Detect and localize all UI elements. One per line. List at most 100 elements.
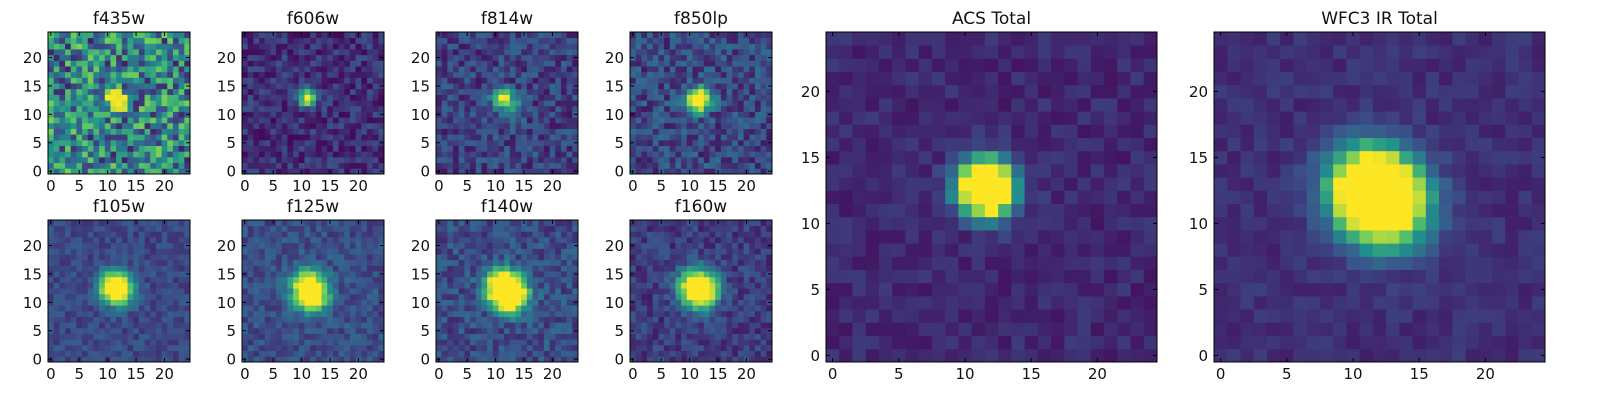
heatmap-pixel (669, 282, 676, 289)
heatmap-pixel (104, 344, 111, 352)
heatmap-pixel (172, 43, 180, 50)
x-tick-label: 5 (268, 177, 278, 195)
heatmap-pixel (270, 151, 277, 158)
heatmap-pixel (572, 333, 579, 340)
heatmap-pixel (361, 231, 368, 238)
heatmap-pixel (276, 66, 283, 73)
heatmap-pixel (664, 162, 671, 169)
heatmap-pixel (515, 54, 522, 61)
heatmap-pixel (264, 327, 271, 334)
heatmap-pixel (87, 237, 94, 244)
heatmap-pixel (641, 77, 648, 84)
heatmap-pixel (675, 288, 682, 295)
heatmap-pixel (110, 265, 117, 272)
heatmap-pixel (259, 54, 266, 61)
heatmap-pixel (321, 94, 328, 101)
heatmap-pixel (447, 128, 454, 135)
heatmap-pixel (453, 333, 460, 340)
heatmap-pixel (504, 49, 511, 56)
heatmap-pixel (487, 339, 494, 346)
heatmap-pixel (543, 310, 550, 317)
heatmap-pixel (549, 254, 556, 261)
heatmap-pixel (104, 83, 111, 90)
heatmap-pixel (532, 77, 539, 84)
heatmap-pixel (492, 282, 499, 289)
heatmap-pixel (715, 60, 722, 67)
heatmap-pixel (184, 282, 191, 289)
heatmap-pixel (749, 156, 756, 164)
heatmap-pixel (133, 316, 140, 323)
heatmap-pixel (681, 168, 688, 175)
heatmap-pixel (281, 134, 288, 141)
heatmap-pixel (726, 43, 733, 50)
heatmap-pixel (754, 43, 762, 50)
heatmap-pixel (543, 168, 550, 175)
heatmap-pixel (155, 288, 162, 295)
heatmap-pixel (70, 54, 77, 61)
heatmap-pixel (315, 254, 322, 261)
heatmap-pixel (526, 151, 533, 158)
heatmap-pixel (53, 350, 60, 357)
heatmap-pixel (344, 83, 351, 90)
heatmap-pixel (521, 105, 528, 112)
heatmap-pixel (509, 145, 516, 152)
heatmap-pixel (259, 242, 266, 249)
heatmap-pixel (681, 88, 688, 95)
heatmap-pixel (760, 111, 767, 118)
heatmap-pixel (458, 310, 465, 317)
heatmap-pixel (709, 310, 716, 317)
heatmap-pixel (487, 156, 494, 164)
heatmap-pixel (481, 327, 488, 334)
heatmap-pixel (70, 168, 77, 175)
heatmap-pixel (76, 282, 83, 289)
heatmap-pixel (498, 242, 505, 249)
heatmap-pixel (150, 100, 157, 107)
heatmap-pixel (681, 322, 688, 329)
heatmap-pixel (532, 271, 539, 278)
heatmap-pixel (366, 271, 374, 278)
heatmap-pixel (321, 139, 328, 146)
heatmap-pixel (720, 37, 727, 44)
heatmap-pixel (161, 83, 168, 90)
heatmap-pixel (509, 339, 516, 346)
heatmap-pixel (332, 248, 339, 255)
heatmap-pixel (532, 156, 539, 164)
heatmap-pixel (59, 299, 66, 306)
heatmap-pixel (560, 32, 568, 39)
heatmap-pixel (178, 344, 185, 352)
heatmap-pixel (681, 94, 688, 101)
heatmap-pixel (65, 344, 72, 352)
heatmap-pixel (526, 88, 533, 95)
heatmap-pixel (327, 293, 334, 300)
heatmap-pixel (298, 60, 305, 67)
heatmap-pixel (264, 248, 271, 255)
heatmap-pixel (641, 293, 648, 300)
heatmap-pixel (121, 248, 128, 255)
heatmap-pixel (470, 265, 477, 272)
heatmap-pixel (349, 322, 356, 329)
heatmap-pixel (447, 145, 454, 152)
heatmap-pixel (566, 100, 573, 107)
heatmap-pixel (338, 100, 345, 107)
heatmap-pixel (287, 282, 294, 289)
heatmap-pixel (555, 66, 562, 73)
heatmap-pixel (366, 259, 374, 266)
heatmap-pixel (470, 310, 477, 317)
heatmap-pixel (555, 293, 562, 300)
heatmap-pixel (726, 310, 733, 317)
heatmap-pixel (155, 71, 162, 78)
heatmap-pixel (121, 156, 128, 164)
heatmap-pixel (549, 333, 556, 340)
heatmap-pixel (669, 71, 676, 78)
heatmap-pixel (178, 327, 185, 334)
heatmap-pixel (155, 305, 162, 312)
heatmap-pixel (87, 333, 94, 340)
heatmap-pixel (436, 151, 443, 158)
heatmap-pixel (509, 111, 516, 118)
heatmap-pixel (121, 350, 128, 357)
heatmap-pixel (498, 117, 505, 124)
heatmap-pixel (104, 100, 111, 107)
heatmap-pixel (549, 122, 556, 129)
heatmap-pixel (178, 225, 185, 232)
heatmap-pixel (675, 333, 682, 340)
